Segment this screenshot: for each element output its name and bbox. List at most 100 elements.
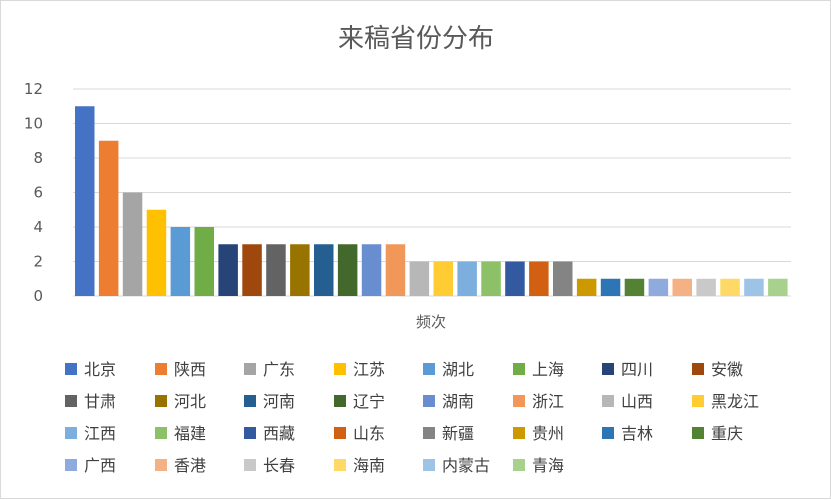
- legend-item: 安徽: [692, 360, 743, 379]
- bar-吉林: [600, 278, 621, 296]
- legend-item: 吉林: [602, 424, 653, 443]
- legend-swatch: [155, 427, 167, 439]
- bar-湖北: [170, 227, 191, 296]
- legend-swatch: [65, 363, 77, 375]
- legend-item: 河北: [155, 392, 206, 411]
- chart-title: 来稿省份分布: [338, 24, 494, 54]
- legend-item: 上海: [513, 360, 564, 379]
- legend-swatch: [334, 363, 346, 375]
- y-tick-label: 12: [24, 80, 43, 98]
- legend-label: 山东: [353, 424, 385, 443]
- bar-江西: [457, 261, 477, 296]
- bar-内蒙古: [744, 278, 764, 296]
- bar-陕西: [98, 140, 119, 296]
- legend-item: 福建: [155, 424, 206, 443]
- bar-长春: [696, 278, 716, 296]
- legend-label: 黑龙江: [711, 392, 759, 411]
- legend-swatch: [334, 395, 346, 407]
- bar-河北: [290, 244, 310, 296]
- legend-label: 内蒙古: [442, 456, 490, 475]
- legend-label: 长春: [263, 456, 295, 475]
- y-tick-label: 8: [33, 149, 43, 167]
- legend-swatch: [244, 395, 256, 407]
- bar-浙江: [385, 244, 406, 296]
- legend-label: 四川: [621, 360, 653, 379]
- legend-item: 湖北: [423, 360, 474, 379]
- legend-swatch: [602, 395, 614, 407]
- legend-item: 河南: [244, 392, 295, 411]
- legend-item: 陕西: [155, 360, 206, 379]
- bar-北京: [75, 106, 95, 296]
- legend-swatch: [513, 427, 525, 439]
- legend-swatch: [692, 427, 704, 439]
- bar-甘肃: [266, 244, 286, 296]
- legend-swatch: [423, 395, 435, 407]
- legend-swatch: [244, 459, 256, 471]
- legend-label: 广西: [84, 456, 116, 475]
- legend-swatch: [65, 395, 77, 407]
- bar-香港: [672, 278, 692, 296]
- bar-广东: [122, 192, 143, 296]
- legend-swatch: [334, 427, 346, 439]
- legend-item: 江苏: [334, 360, 385, 379]
- legend-item: 江西: [65, 424, 116, 443]
- legend-swatch: [155, 459, 167, 471]
- legend-swatch: [334, 459, 346, 471]
- y-tick-label: 4: [33, 218, 43, 236]
- legend-label: 辽宁: [353, 392, 385, 411]
- bar-上海: [194, 227, 214, 296]
- bar-湖南: [361, 244, 382, 296]
- legend-swatch: [423, 363, 435, 375]
- legend-item: 香港: [155, 456, 206, 475]
- legend-label: 江苏: [353, 360, 385, 379]
- legend-item: 黑龙江: [692, 392, 759, 411]
- bar-江苏: [146, 209, 167, 296]
- legend-item: 广东: [244, 360, 295, 379]
- legend-label: 陕西: [174, 360, 206, 379]
- legend-item: 内蒙古: [423, 456, 490, 475]
- bar-青海: [768, 278, 788, 296]
- legend-swatch: [155, 363, 167, 375]
- legend-item: 湖南: [423, 392, 474, 411]
- legend-item: 海南: [334, 456, 385, 475]
- legend-item: 新疆: [423, 424, 474, 443]
- legend-item: 山东: [334, 424, 385, 443]
- legend-swatch: [244, 363, 256, 375]
- bar-layer: [75, 106, 788, 296]
- legend-item: 山西: [602, 392, 653, 411]
- bar-广西: [648, 278, 669, 296]
- legend-item: 北京: [65, 360, 116, 379]
- legend-label: 海南: [353, 456, 385, 475]
- legend-label: 青海: [532, 456, 564, 475]
- legend-item: 甘肃: [65, 392, 116, 411]
- legend-label: 重庆: [711, 424, 743, 443]
- bar-安徽: [242, 244, 262, 296]
- grid-layer: [73, 88, 791, 297]
- legend-item: 贵州: [513, 424, 564, 443]
- bar-河南: [314, 244, 334, 296]
- legend-label: 湖北: [442, 360, 474, 379]
- legend-swatch: [423, 427, 435, 439]
- legend-label: 浙江: [532, 392, 564, 411]
- legend-swatch: [423, 459, 435, 471]
- legend-label: 河南: [263, 392, 295, 411]
- legend-label: 北京: [84, 360, 116, 379]
- bar-山西: [409, 261, 430, 296]
- legend-label: 湖南: [442, 392, 474, 411]
- legend-swatch: [602, 363, 614, 375]
- legend-item: 重庆: [692, 424, 743, 443]
- legend-label: 江西: [84, 424, 116, 443]
- legend-swatch: [692, 395, 704, 407]
- bar-贵州: [576, 278, 597, 296]
- bar-黑龙江: [433, 261, 453, 296]
- legend-item: 西藏: [244, 424, 295, 443]
- legend-label: 吉林: [621, 424, 653, 443]
- legend-label: 广东: [263, 360, 295, 379]
- legend-swatch: [692, 363, 704, 375]
- legend-label: 新疆: [442, 424, 474, 443]
- y-tick-label: 2: [33, 253, 43, 271]
- bar-海南: [720, 278, 740, 296]
- legend-swatch: [602, 427, 614, 439]
- legend-label: 贵州: [532, 424, 564, 443]
